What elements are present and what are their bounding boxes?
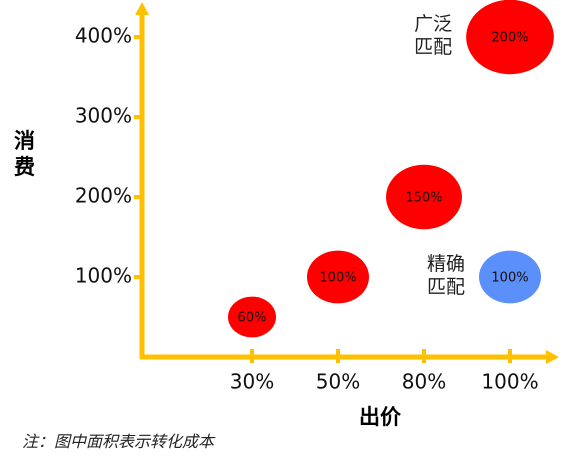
- bubble-label: 150%: [405, 191, 442, 206]
- note: 注：图中面积表示转化成本: [22, 432, 215, 451]
- x-tick-label: 80%: [402, 370, 446, 394]
- bubble: [227, 296, 277, 338]
- y-tick-label: 100%: [75, 264, 132, 288]
- y-tick-label: 300%: [75, 104, 132, 128]
- y-tick-label: 200%: [75, 184, 132, 208]
- x-tick-label: 100%: [481, 370, 538, 394]
- bubble: [466, 0, 554, 75]
- bubble-label: 200%: [491, 31, 528, 46]
- bubble-label: 60%: [238, 311, 267, 326]
- bubble: [479, 250, 541, 304]
- x-axis-arrow: [546, 350, 559, 364]
- bubble: [307, 250, 369, 304]
- bubble-label: 100%: [319, 271, 356, 286]
- y-axis-title: 消费: [14, 129, 35, 179]
- series-label: 精确匹配: [426, 253, 465, 298]
- y-axis-arrow: [135, 2, 149, 15]
- series-label: 广泛匹配: [414, 13, 453, 58]
- x-tick-label: 30%: [230, 370, 274, 394]
- x-axis-title: 出价: [359, 405, 402, 429]
- x-tick-label: 50%: [316, 370, 360, 394]
- bubble-label: 100%: [491, 271, 528, 286]
- bubble: [386, 164, 462, 230]
- y-tick-label: 400%: [75, 24, 132, 48]
